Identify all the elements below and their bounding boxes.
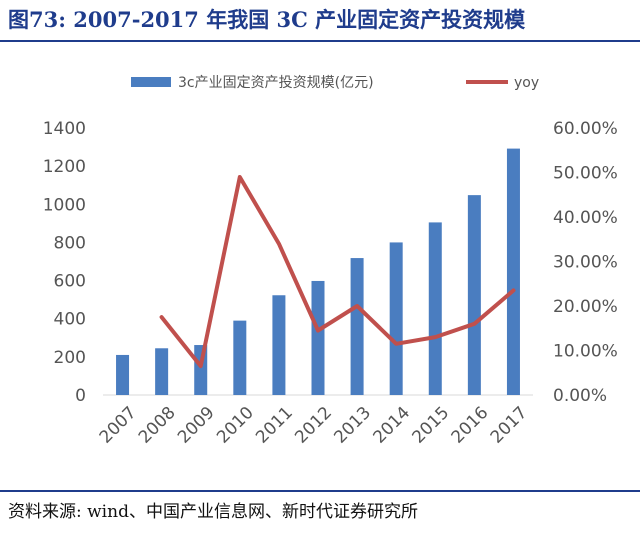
- right-tick-label: 40.00%: [553, 208, 618, 228]
- figure-title: 图73: 2007-2017 年我国 3C 产业固定资产投资规模: [8, 7, 526, 32]
- yoy-line: [159, 175, 516, 369]
- legend-bar-swatch: [131, 77, 171, 87]
- chart: 3c产业固定资产投资规模(亿元) yoy 0 200 400 600 800 1000 12…: [43, 75, 618, 448]
- bar-2017: [506, 148, 520, 395]
- left-tick-label: 1000: [43, 195, 86, 215]
- left-tick-label: 1200: [43, 157, 86, 177]
- x-tick-label: 2011: [252, 403, 297, 448]
- x-tick-label: 2017: [487, 403, 532, 448]
- left-tick-label: 1400: [43, 119, 86, 139]
- right-tick-label: 20.00%: [553, 297, 618, 317]
- right-axis: 0.00% 10.00% 20.00% 30.00% 40.00% 50.00% 60.00…: [553, 119, 618, 406]
- x-tick-label: 2015: [409, 403, 454, 448]
- chart-legend: 3c产业固定资产投资规模(亿元) yoy: [131, 75, 539, 91]
- figure-header: 图73: 2007-2017 年我国 3C 产业固定资产投资规模: [0, 0, 640, 44]
- x-tick-label: 2009: [174, 403, 219, 448]
- bar-2014: [389, 242, 403, 395]
- x-tick-label: 2012: [291, 403, 336, 448]
- x-tick-label: 2008: [135, 403, 180, 448]
- bar-2013: [350, 258, 364, 395]
- right-tick-label: 50.00%: [553, 164, 618, 184]
- x-tick-label: 2014: [369, 403, 414, 448]
- left-tick-label: 600: [54, 272, 86, 292]
- right-tick-label: 30.00%: [553, 253, 618, 273]
- title-rule: [0, 40, 640, 42]
- right-tick-label: 10.00%: [553, 342, 618, 362]
- bar-2007: [116, 354, 130, 395]
- x-tick-label: 2010: [213, 403, 258, 448]
- x-tick-label: 2016: [448, 403, 493, 448]
- x-axis: 2007200820092010201120122013201420152016…: [96, 403, 532, 448]
- legend-line-label: yoy: [514, 75, 539, 91]
- bar-2012: [311, 280, 325, 395]
- x-tick-label: 2013: [330, 403, 375, 448]
- source-note: 资料来源: wind、中国产业信息网、新时代证券研究所: [8, 502, 418, 522]
- legend-bar-label: 3c产业固定资产投资规模(亿元): [178, 75, 374, 91]
- left-axis: 0 200 400 600 800 1000 1200 1400: [43, 119, 86, 406]
- bar-2010: [233, 320, 247, 395]
- footer-rule: [0, 490, 640, 492]
- left-tick-label: 200: [54, 348, 86, 368]
- left-tick-label: 0: [75, 386, 86, 406]
- right-tick-label: 60.00%: [553, 119, 618, 139]
- bar-2008: [155, 348, 169, 395]
- bar-2011: [272, 295, 286, 395]
- bar-2015: [428, 222, 442, 395]
- right-tick-label: 0.00%: [553, 386, 607, 406]
- left-tick-label: 800: [54, 233, 86, 253]
- x-tick-label: 2007: [96, 403, 141, 448]
- bar-series: [116, 148, 520, 395]
- left-tick-label: 400: [54, 310, 86, 330]
- bar-2016: [467, 195, 481, 395]
